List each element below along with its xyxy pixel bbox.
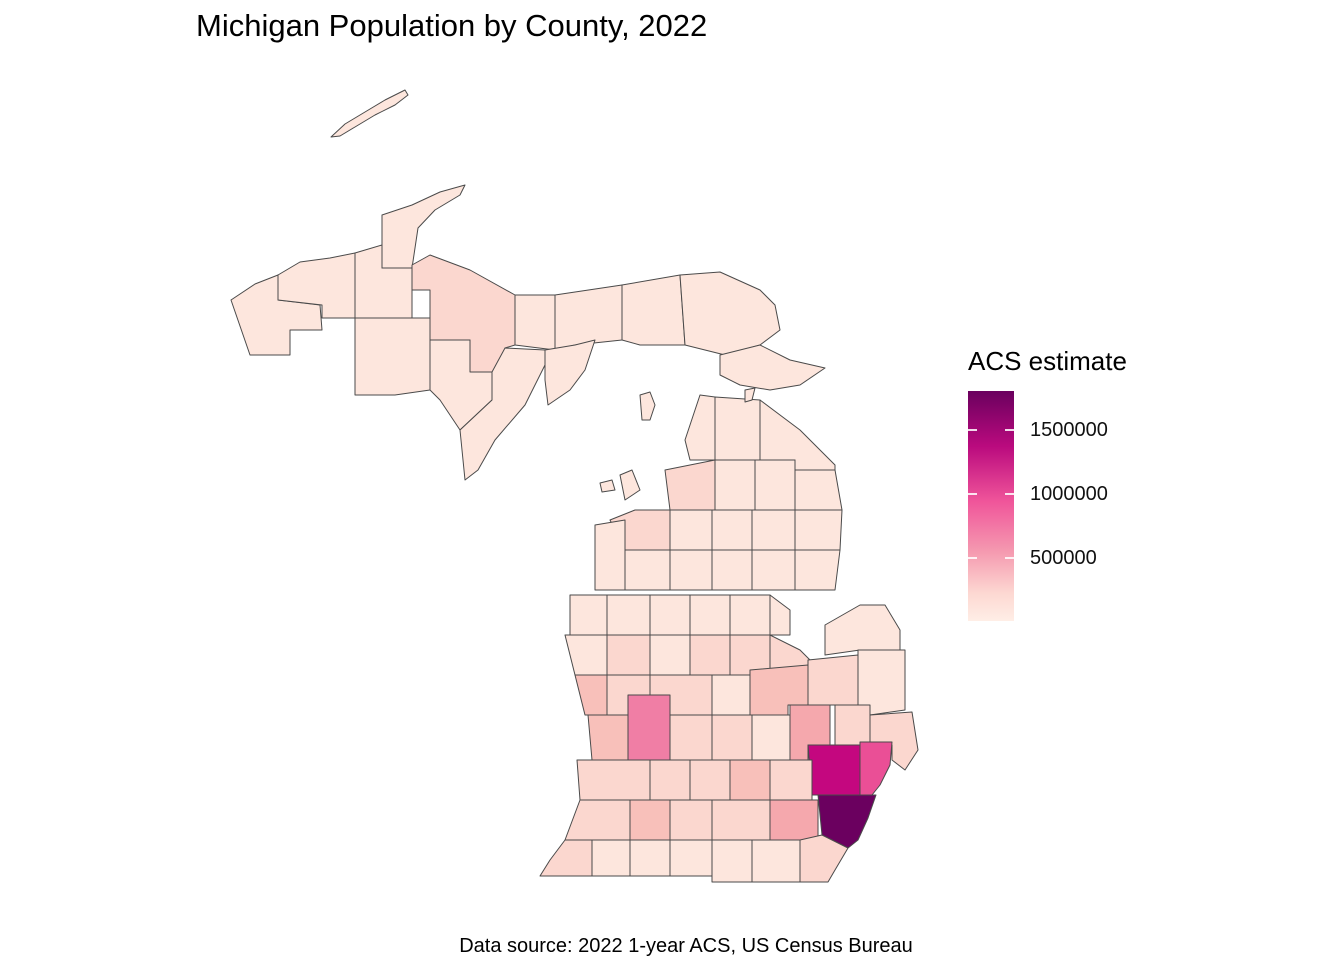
map-title: Michigan Population by County, 2022 bbox=[196, 8, 708, 43]
county-shape bbox=[729, 594, 771, 636]
county-shape bbox=[514, 294, 556, 351]
county-shape bbox=[857, 649, 906, 716]
county-shape bbox=[751, 839, 801, 883]
county-shape bbox=[729, 759, 771, 801]
legend-color-bar bbox=[968, 391, 1014, 621]
county-shape bbox=[669, 839, 713, 877]
county-shape bbox=[576, 759, 651, 801]
county-shape bbox=[711, 714, 753, 761]
county-layer bbox=[230, 89, 919, 883]
county-shape bbox=[689, 759, 731, 801]
county-shape bbox=[669, 549, 713, 591]
county-shape bbox=[619, 469, 641, 501]
county-shape bbox=[564, 799, 631, 841]
county-shape bbox=[679, 271, 781, 356]
county-shape bbox=[807, 654, 859, 706]
county-shape bbox=[594, 519, 626, 591]
county-shape bbox=[599, 479, 616, 493]
county-shape bbox=[649, 634, 691, 676]
county-shape bbox=[629, 839, 671, 877]
county-shape bbox=[807, 744, 861, 796]
county-shape bbox=[859, 741, 893, 796]
county-shape bbox=[769, 594, 791, 636]
legend-label-500000: 500000 bbox=[1030, 547, 1097, 569]
county-shape bbox=[689, 634, 731, 676]
county-shape bbox=[751, 714, 791, 761]
county-shape bbox=[711, 839, 753, 883]
county-shape bbox=[834, 704, 871, 746]
county-shape bbox=[627, 694, 671, 761]
county-shape bbox=[569, 594, 608, 636]
county-shape bbox=[669, 509, 713, 551]
county-shape bbox=[794, 549, 841, 591]
county-shape bbox=[769, 799, 819, 841]
county-shape bbox=[459, 347, 546, 481]
county-shape bbox=[639, 391, 656, 421]
county-shape bbox=[669, 714, 713, 761]
county-shape bbox=[824, 604, 901, 656]
county-shape bbox=[664, 459, 716, 511]
county-shape bbox=[751, 509, 796, 551]
county-shape bbox=[554, 284, 623, 351]
county-shape bbox=[230, 274, 323, 356]
county-shape bbox=[714, 396, 761, 461]
county-shape bbox=[669, 799, 713, 841]
county-shape bbox=[624, 549, 671, 591]
county-shape bbox=[564, 634, 608, 676]
county-shape bbox=[684, 394, 716, 461]
legend-label-1000000: 1000000 bbox=[1030, 483, 1108, 505]
county-shape bbox=[539, 839, 593, 877]
county-shape bbox=[606, 634, 651, 676]
county-shape bbox=[621, 274, 686, 346]
county-shape bbox=[330, 89, 409, 138]
county-shape bbox=[744, 387, 756, 403]
county-shape bbox=[629, 799, 671, 841]
county-shape bbox=[794, 509, 843, 551]
county-shape bbox=[591, 839, 631, 877]
county-shape bbox=[606, 594, 651, 636]
county-shape bbox=[711, 549, 753, 591]
county-shape bbox=[381, 184, 466, 269]
county-shape bbox=[544, 339, 596, 406]
county-shape bbox=[711, 674, 751, 716]
county-shape bbox=[689, 594, 731, 636]
county-shape bbox=[751, 549, 796, 591]
county-shape bbox=[354, 317, 431, 396]
county-shape bbox=[754, 459, 796, 511]
county-shape bbox=[714, 459, 756, 511]
county-shape bbox=[794, 469, 843, 511]
county-shape bbox=[587, 714, 629, 761]
county-shape bbox=[711, 509, 753, 551]
county-shape bbox=[711, 799, 771, 841]
county-shape bbox=[719, 344, 826, 391]
legend-title: ACS estimate bbox=[968, 346, 1127, 376]
county-shape bbox=[649, 594, 691, 636]
legend-label-1500000: 1500000 bbox=[1030, 419, 1108, 441]
data-source-caption: Data source: 2022 1-year ACS, US Census … bbox=[459, 935, 913, 957]
county-shape bbox=[649, 759, 691, 801]
county-shape bbox=[574, 674, 608, 716]
county-shape bbox=[799, 834, 849, 883]
county-shape bbox=[769, 759, 813, 801]
